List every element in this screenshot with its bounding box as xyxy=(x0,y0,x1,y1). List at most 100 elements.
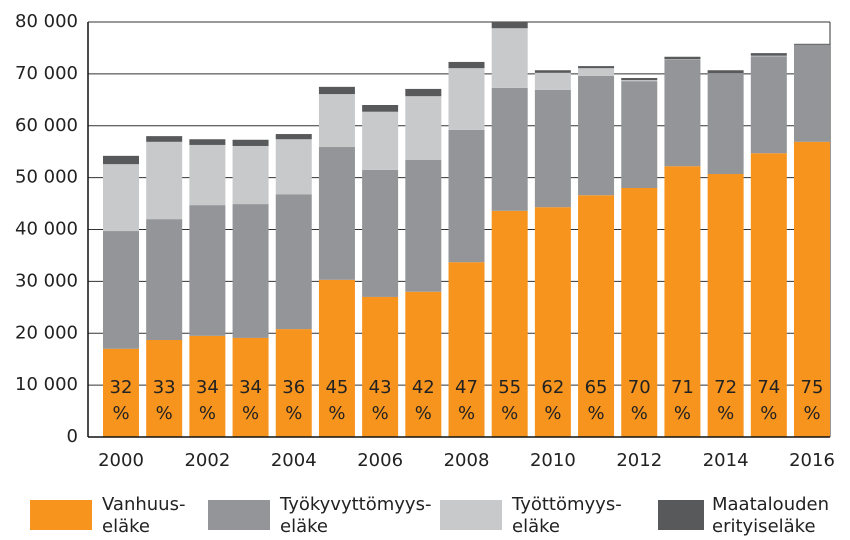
bar-segment xyxy=(405,96,442,160)
y-tick-label: 20 000 xyxy=(15,322,78,343)
bar-segment xyxy=(405,159,442,292)
bar-segment xyxy=(189,205,226,336)
value-label: 72% xyxy=(714,377,737,424)
x-tick-label: 2016 xyxy=(789,450,835,471)
bar-segment xyxy=(232,145,269,205)
bar-segment xyxy=(621,81,658,188)
bar-segment xyxy=(448,61,485,69)
bar-segment xyxy=(534,207,571,437)
bar-segment xyxy=(146,141,183,220)
bar-segment xyxy=(318,279,355,437)
y-tick-label: 80 000 xyxy=(15,11,78,32)
value-label: 75% xyxy=(801,377,824,424)
x-tick-label: 2004 xyxy=(271,450,317,471)
bar-segment xyxy=(664,56,701,60)
bar-segment xyxy=(275,139,312,195)
bar-segment xyxy=(578,68,615,76)
bar-segment xyxy=(621,80,658,82)
bar-segment xyxy=(103,348,139,437)
bar-segment xyxy=(534,72,571,90)
legend-swatch xyxy=(30,500,92,530)
bar-segment xyxy=(146,219,183,340)
bar-segment xyxy=(146,339,183,437)
bar-segment xyxy=(275,194,312,330)
value-label: 32% xyxy=(110,377,133,424)
legend-label: Maatalouden erityiseläke xyxy=(712,494,829,537)
bar-segment xyxy=(794,141,830,438)
bar-segment xyxy=(103,164,139,232)
bar-segment xyxy=(232,139,269,146)
value-label: 74% xyxy=(757,377,780,424)
value-label: 62% xyxy=(541,377,564,424)
value-label: 71% xyxy=(671,377,694,424)
bar-segment xyxy=(362,111,399,170)
bar-segment xyxy=(578,66,615,69)
bar-segment xyxy=(707,173,744,437)
x-tick-label: 2010 xyxy=(530,450,576,471)
bar-segment xyxy=(448,129,485,263)
bar-segment xyxy=(318,147,355,280)
bar-segment xyxy=(750,53,787,56)
legend-swatch xyxy=(208,500,270,530)
bar-segment xyxy=(664,59,701,60)
bar-segment xyxy=(275,134,312,140)
bar-segment xyxy=(707,73,744,174)
x-tick-label: 2000 xyxy=(98,450,144,471)
bar-segment xyxy=(664,59,701,167)
bar-segment xyxy=(750,153,787,437)
bar-segment xyxy=(794,43,830,45)
x-tick-label: 2006 xyxy=(357,450,403,471)
bar-segment xyxy=(232,337,269,437)
bar-segment xyxy=(621,188,658,437)
legend-label: Työkyvyttömyys-eläke xyxy=(279,494,431,537)
bar-segment xyxy=(189,144,226,206)
bar-segment xyxy=(405,291,442,437)
bar-segment xyxy=(534,89,571,208)
value-label: 70% xyxy=(628,377,651,424)
legend-swatch xyxy=(440,500,502,530)
bar-segment xyxy=(578,195,615,437)
bar-segment xyxy=(707,70,744,74)
bar-segment xyxy=(318,86,355,95)
bar-segment xyxy=(103,231,139,349)
bar-segment xyxy=(491,210,528,437)
bar-segment xyxy=(189,335,226,437)
bar-segment xyxy=(491,87,528,211)
bar-segment xyxy=(189,139,226,145)
value-label: 42% xyxy=(412,377,435,424)
bar-segment xyxy=(448,262,485,437)
bar-segment xyxy=(362,105,399,112)
bar-segment xyxy=(794,44,830,142)
bar-segment xyxy=(103,155,139,165)
legend-label: Vanhuus-eläke xyxy=(102,494,185,537)
bar-segment xyxy=(318,94,355,148)
bar-segment xyxy=(621,78,658,81)
bar-segment xyxy=(491,28,528,88)
value-label: 34% xyxy=(239,377,262,424)
bar-segment xyxy=(491,22,528,29)
bar-segment xyxy=(750,55,787,57)
y-tick-label: 70 000 xyxy=(15,63,78,84)
y-tick-label: 60 000 xyxy=(15,115,78,136)
value-label: 55% xyxy=(498,377,521,424)
value-label: 36% xyxy=(282,377,305,424)
x-tick-label: 2012 xyxy=(616,450,662,471)
y-tick-label: 10 000 xyxy=(15,374,78,395)
value-label: 43% xyxy=(369,377,392,424)
value-label: 65% xyxy=(585,377,608,424)
y-tick-label: 30 000 xyxy=(15,270,78,291)
y-tick-label: 40 000 xyxy=(15,219,78,240)
legend-label: Työttömyys-eläke xyxy=(511,494,622,537)
x-tick-label: 2002 xyxy=(184,450,230,471)
bar-segment xyxy=(362,169,399,297)
bar-segment xyxy=(578,75,615,196)
x-tick-label: 2008 xyxy=(444,450,490,471)
bar-segment xyxy=(232,204,269,338)
value-label: 47% xyxy=(455,377,478,424)
value-label: 33% xyxy=(153,377,176,424)
bar-segment xyxy=(146,136,183,142)
legend-swatch xyxy=(658,500,704,530)
bar-segment xyxy=(707,73,744,74)
bar-segment xyxy=(750,56,787,154)
